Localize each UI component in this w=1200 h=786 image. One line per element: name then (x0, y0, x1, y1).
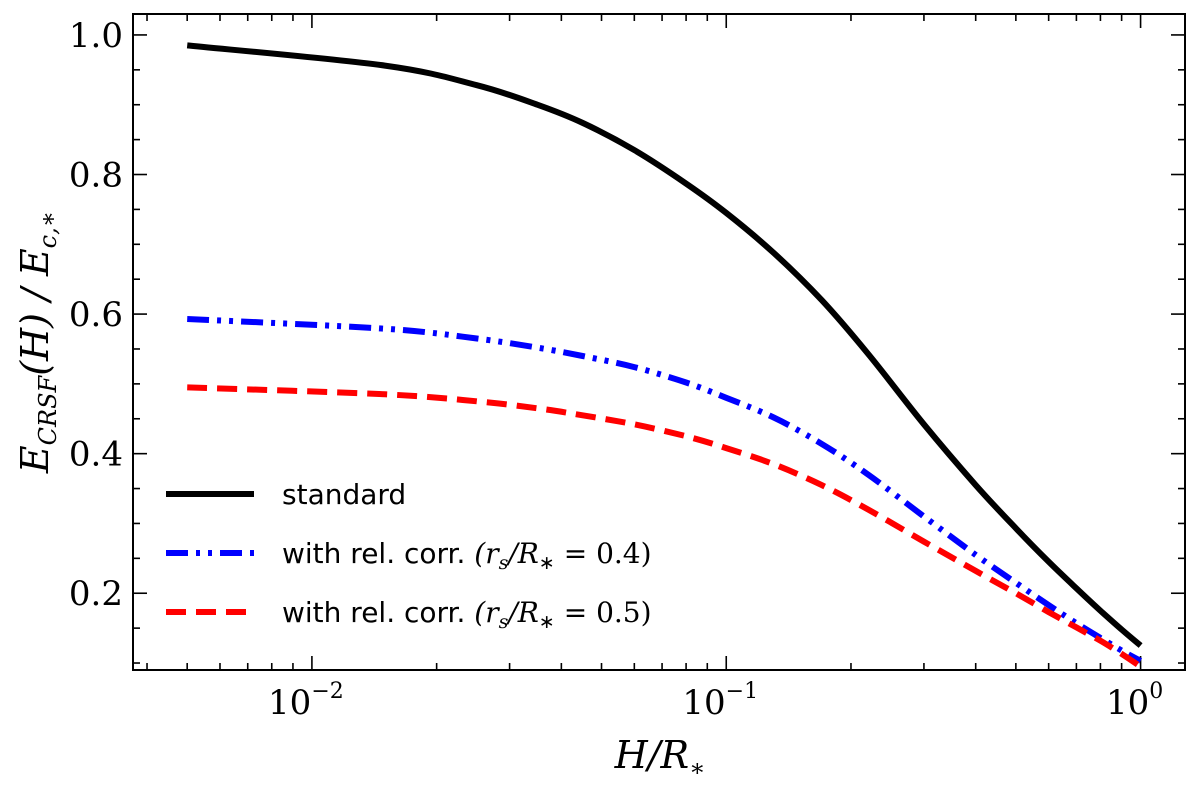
plot-frame (132, 13, 1186, 671)
series-line-0 (186, 42, 1143, 648)
legend-rel05-star: ∗ (539, 611, 555, 633)
x-axis-label: H/R∗ (614, 733, 706, 782)
y-axis-label-sub2: c,∗ (34, 211, 62, 248)
x-tick-label: 100 (1106, 679, 1163, 723)
y-tick-label: 0.2 (69, 574, 123, 614)
legend-rel05-mid: /R (505, 596, 539, 629)
y-tick-label: 0.4 (69, 435, 123, 475)
legend-rel04-prefix: with rel. corr. (282, 537, 474, 570)
legend-label-standard: standard (282, 478, 406, 511)
y-axis-label-mid: (H) / E (13, 248, 57, 376)
series-line-1 (187, 316, 1143, 664)
legend-label-rel05: with rel. corr. (rs/R∗ = 0.5) (282, 596, 652, 633)
legend: standard with rel. corr. (rs/R∗ = 0.4) w… (166, 478, 652, 633)
y-axis-label-sub1: CRSF (34, 374, 62, 445)
y-tick-label: 1.0 (69, 16, 123, 56)
y-axis-label: ECRSF(H) / Ec,∗ (13, 211, 62, 474)
x-axis-label-main: H/R (614, 733, 690, 777)
legend-label-rel04: with rel. corr. (rs/R∗ = 0.4) (282, 537, 652, 574)
legend-rel05-prefix: with rel. corr. (282, 596, 474, 629)
legend-rel04-math: (r (474, 537, 500, 570)
legend-rel04-sub: s (499, 552, 509, 574)
x-tick-label: 10−2 (268, 679, 344, 723)
legend-rel05-sub: s (499, 611, 509, 633)
legend-rel05-value: = 0.5) (555, 596, 652, 629)
series-lines (186, 42, 1143, 670)
x-axis-label-sub: ∗ (689, 754, 705, 782)
legend-rel04-value: = 0.4) (555, 537, 652, 570)
tick-labels: 10−2 10−1 100 0.2 0.4 0.6 0.8 1.0 (69, 16, 1163, 723)
legend-rel05-math: (r (474, 596, 500, 629)
series-line-2 (187, 384, 1143, 670)
ticks (133, 14, 1185, 670)
legend-rel04-mid: /R (505, 537, 539, 570)
x-tick-label: 10−1 (682, 679, 758, 723)
y-axis-label-e: E (13, 445, 57, 474)
y-tick-label: 0.8 (69, 156, 123, 196)
y-tick-label: 0.6 (69, 295, 123, 335)
legend-rel04-star: ∗ (539, 552, 555, 574)
